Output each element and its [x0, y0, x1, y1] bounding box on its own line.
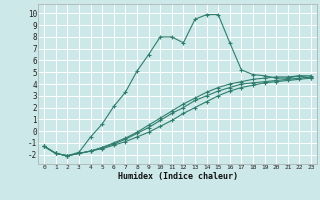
X-axis label: Humidex (Indice chaleur): Humidex (Indice chaleur)	[118, 172, 238, 181]
